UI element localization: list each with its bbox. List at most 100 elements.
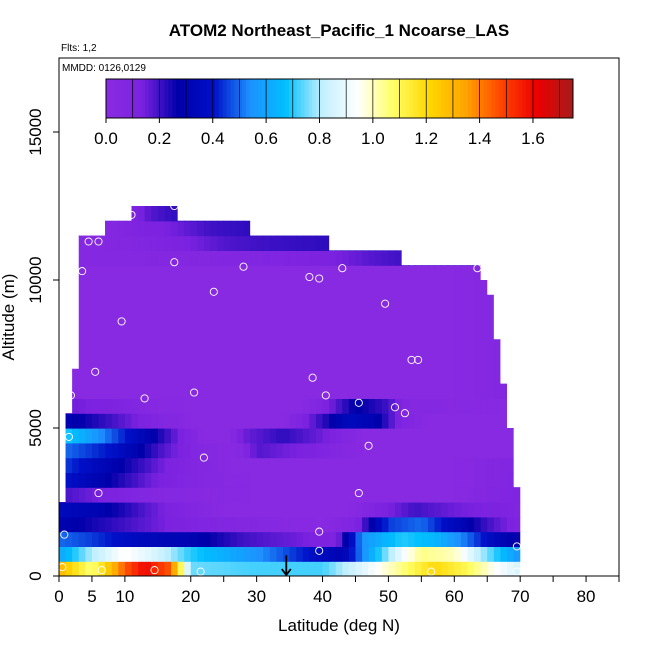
heatmap-cell xyxy=(243,457,251,473)
heatmap-cell xyxy=(230,220,238,237)
heatmap-cell xyxy=(375,265,383,399)
colorbar-segment xyxy=(296,79,302,118)
heatmap-cell xyxy=(375,220,383,237)
heatmap-cell xyxy=(513,398,521,414)
colorbar-segment xyxy=(421,79,426,118)
heatmap-cell xyxy=(302,442,310,459)
y-tick-label: 15000 xyxy=(26,108,45,155)
heatmap-cell xyxy=(520,235,521,251)
heatmap-cell xyxy=(223,502,231,518)
heatmap-cell xyxy=(78,413,86,429)
heatmap-cell xyxy=(474,561,482,576)
heatmap-cell xyxy=(480,235,488,251)
heatmap-cell xyxy=(480,502,488,518)
heatmap-cell xyxy=(348,206,357,222)
heatmap-cell xyxy=(460,398,469,414)
heatmap-cell xyxy=(401,250,409,266)
heatmap-cell xyxy=(355,206,363,222)
heatmap-cell xyxy=(368,516,376,533)
heatmap-cell xyxy=(138,206,146,222)
heatmap-cell xyxy=(144,428,152,444)
heatmap-cell xyxy=(467,413,475,429)
heatmap-cell xyxy=(243,250,251,266)
heatmap-cell xyxy=(118,398,126,414)
heatmap-cell xyxy=(467,561,475,576)
heatmap-cell xyxy=(381,413,390,429)
colorbar-segment xyxy=(230,79,235,118)
heatmap-cell xyxy=(401,413,409,429)
heatmap-cell xyxy=(98,561,106,576)
heatmap-cell xyxy=(203,265,212,399)
heatmap-cell xyxy=(493,487,502,503)
heatmap-cell xyxy=(441,442,449,459)
heatmap-cell xyxy=(302,561,310,576)
heatmap-cell xyxy=(322,398,330,414)
heatmap-cell xyxy=(513,428,521,444)
colorbar-segment xyxy=(218,79,224,118)
heatmap-cell xyxy=(441,250,449,266)
heatmap-cell xyxy=(395,457,403,473)
heatmap-cell xyxy=(65,235,73,251)
heatmap-cell xyxy=(243,398,251,414)
heatmap-cell xyxy=(335,413,343,429)
heatmap-cell xyxy=(190,472,198,488)
heatmap-cell xyxy=(138,472,146,488)
heatmap-cell xyxy=(118,457,126,473)
heatmap-cell xyxy=(217,487,225,503)
heatmap-cell xyxy=(507,220,515,237)
heatmap-cell xyxy=(269,250,278,266)
heatmap-cell xyxy=(157,531,166,547)
heatmap-cell xyxy=(105,442,113,459)
heatmap-cell xyxy=(355,472,363,488)
heatmap-cell xyxy=(59,235,67,251)
heatmap-cell xyxy=(395,561,403,576)
heatmap-cell xyxy=(131,235,139,251)
heatmap-cell xyxy=(309,457,317,473)
heatmap-cell xyxy=(250,206,258,222)
heatmap-cell xyxy=(421,546,429,562)
heatmap-cell xyxy=(460,428,469,444)
heatmap-cell xyxy=(520,531,521,547)
heatmap-cell xyxy=(368,502,376,518)
heatmap-cell xyxy=(460,531,469,547)
heatmap-cell xyxy=(144,206,152,222)
heatmap-cell xyxy=(250,265,258,399)
heatmap-cell xyxy=(507,516,515,533)
heatmap-cell xyxy=(401,220,409,237)
heatmap-cell xyxy=(395,531,403,547)
heatmap-cell xyxy=(190,531,198,547)
heatmap-cell xyxy=(507,206,515,222)
heatmap-cell xyxy=(131,472,139,488)
sample-point xyxy=(354,398,363,407)
heatmap-cell xyxy=(381,561,390,576)
heatmap-cell xyxy=(263,472,271,488)
heatmap-cell xyxy=(72,220,80,237)
heatmap-cell xyxy=(65,220,73,237)
heatmap-cell xyxy=(454,250,462,266)
sample-point xyxy=(338,264,347,273)
heatmap-cell xyxy=(91,546,100,562)
heatmap-cell xyxy=(184,250,192,266)
heatmap-cell xyxy=(72,265,80,399)
heatmap-cell xyxy=(105,413,113,429)
heatmap-cell xyxy=(118,206,126,222)
heatmap-cell xyxy=(164,235,172,251)
heatmap-cell xyxy=(414,398,422,414)
heatmap-cell xyxy=(302,398,310,414)
heatmap-cell xyxy=(72,561,80,576)
heatmap-cell xyxy=(355,502,363,518)
heatmap-cell xyxy=(342,472,350,488)
heatmap-cell xyxy=(434,206,442,222)
colorbar-segment xyxy=(152,79,158,118)
heatmap-cell xyxy=(329,516,337,533)
heatmap-cell xyxy=(283,442,291,459)
sample-point xyxy=(199,453,208,462)
heatmap-cells xyxy=(59,206,521,576)
heatmap-cell xyxy=(256,516,264,533)
colorbar-segment xyxy=(285,79,290,118)
heatmap-cell xyxy=(263,487,271,503)
heatmap-cell xyxy=(513,457,521,473)
heatmap-cell xyxy=(250,428,258,444)
colorbar-segment xyxy=(265,79,270,118)
heatmap-cell xyxy=(256,398,264,414)
